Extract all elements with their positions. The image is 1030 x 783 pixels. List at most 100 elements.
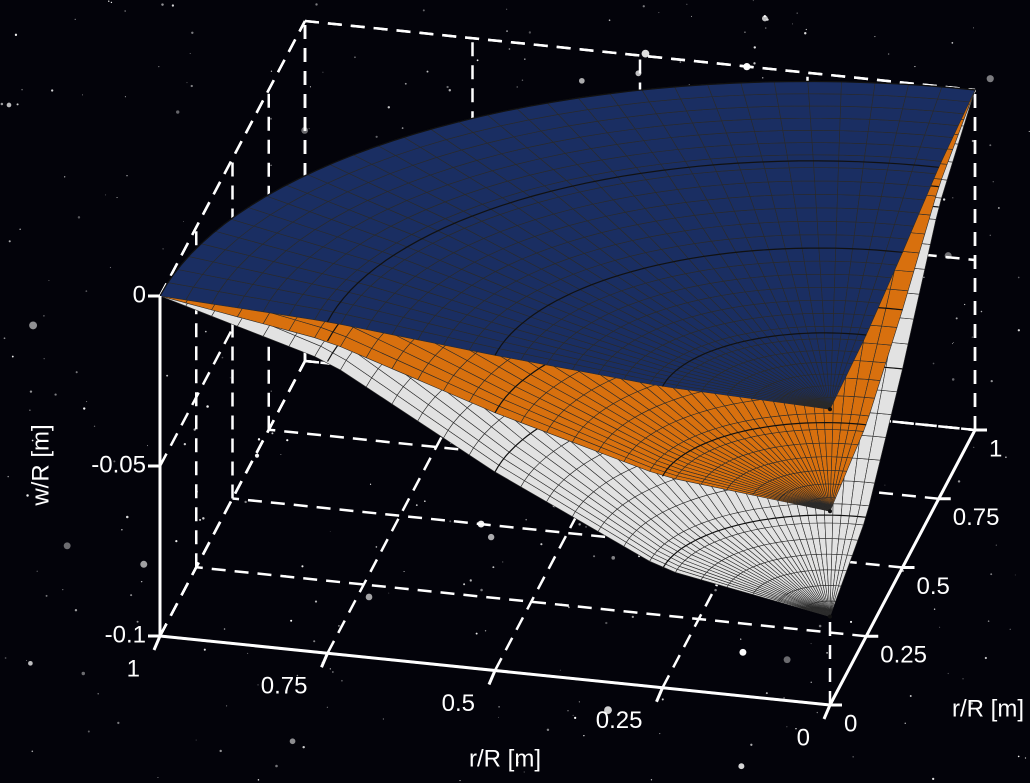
star [524,59,525,60]
star [97,693,98,694]
star [951,42,953,44]
surface-cell [835,248,852,262]
y-tick-label: 1 [989,435,1002,462]
star [330,531,331,532]
surface-cell [826,350,832,362]
surface-cell [782,235,802,249]
star [485,630,486,631]
surface-cell [838,168,863,182]
surface-cell [821,274,835,287]
star [157,777,158,778]
surface-cell [811,130,839,142]
star [963,678,964,679]
surface-cell [785,248,804,262]
surface-cell [881,183,907,198]
star [28,661,33,666]
star [449,89,451,91]
surface-cell [768,181,793,195]
surface-cell [810,118,840,131]
star [424,500,426,502]
star [506,9,507,10]
star [206,405,209,408]
star [817,712,818,713]
star [186,82,187,83]
star [952,197,953,198]
star [819,625,822,628]
star [49,280,50,281]
surface-cell [755,131,785,144]
surface-cell [837,195,859,209]
star [202,517,204,519]
star [488,534,494,540]
surface-cell [827,554,832,570]
star [740,638,741,639]
star [446,86,448,88]
star [1018,756,1020,758]
surface-cell [839,131,868,144]
star [175,540,177,542]
surface-cell [822,300,834,313]
star [258,438,260,440]
star [161,3,163,5]
star [910,695,912,697]
star [172,4,174,6]
star [43,315,44,316]
y-tick-label: 0.5 [917,573,950,600]
star [888,53,889,54]
star [1015,574,1016,575]
star [990,573,992,575]
surface-cell [825,523,833,539]
star [476,633,478,635]
star [323,72,324,73]
star [658,12,659,13]
star [792,23,793,24]
star [642,50,650,58]
surface-cell [785,143,813,155]
surface-cell [819,248,836,261]
star [762,77,763,78]
surface-cell [741,82,777,95]
star [290,738,296,744]
surface-cell [687,109,722,123]
surface-cell [873,83,908,97]
star [990,235,991,236]
surface-cell [820,261,836,274]
star [905,723,906,724]
star [540,543,542,545]
z-tick-label: 0 [133,281,146,308]
surface-cell [818,235,836,249]
z-axis-title: w/R [m] [27,424,54,506]
surface-cell [841,82,875,95]
star [7,103,12,108]
star [376,546,378,548]
star [341,680,343,682]
surface-cell [722,119,755,133]
surface-cell [838,181,862,195]
star [991,380,993,382]
star [388,593,389,594]
surface-cell [798,221,818,235]
star [405,83,407,85]
surface-cell [802,248,820,261]
star [1018,277,1020,279]
star [738,763,744,769]
surface-center [828,407,832,411]
chart: 10.750.50.25000.250.50.7510-0.05-0.1 r/R… [0,0,1030,783]
surface-cell [726,131,758,145]
star [105,194,106,195]
star [37,571,38,572]
surface-cell [836,221,856,235]
star [270,165,271,166]
star [811,643,812,644]
star [988,620,990,622]
star [998,207,1000,209]
star [5,657,7,659]
star [1005,456,1006,457]
star [21,89,23,91]
star [51,89,53,91]
star [578,523,580,525]
star [1010,629,1011,630]
star [191,85,193,87]
star [651,779,652,780]
star [54,393,56,395]
